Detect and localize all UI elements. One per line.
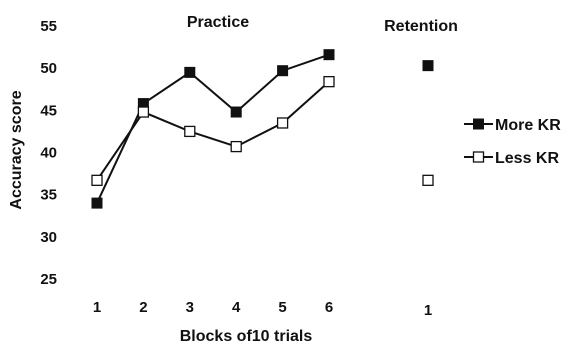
x-tick-label-practice: 6 [325,299,333,316]
retention-point [422,174,434,186]
x-tick-label-practice: 3 [186,299,194,316]
x-tick-label-practice: 5 [278,299,286,316]
practice-point [184,66,196,78]
practice-point [323,76,335,88]
legend-item: Less KR [464,150,559,167]
practice-point [91,174,103,186]
legend-marker [472,151,485,163]
y-tick-label: 45 [40,102,57,119]
practice-point [323,49,335,61]
practice-point [276,117,289,129]
x-tick-label-practice: 4 [232,299,241,316]
legend-label: Less KR [495,150,559,167]
practice-point [91,197,103,209]
practice-point [137,106,150,118]
practice-point [184,125,196,138]
y-axis-ticks: 55 50 45 40 35 30 25 [40,18,57,288]
series-line [96,53,330,204]
x-axis-title: Blocks of10 trials [180,328,313,345]
retention-panel-title: Retention [384,18,458,35]
y-tick-label: 50 [40,60,57,77]
y-tick-label: 30 [40,229,57,246]
series-filled-squares [91,49,434,209]
y-tick-label: 40 [40,145,57,162]
y-axis-title: Accuracy score [8,90,25,209]
y-tick-label: 35 [40,187,57,204]
y-tick-label: 55 [40,18,57,35]
y-tick-label: 25 [40,271,57,288]
series-open-squares [91,76,434,186]
series-layer [91,49,434,209]
legend: More KR Less KR [464,117,561,167]
x-tick-label-practice: 1 [93,299,101,316]
x-tick-label-retention: 1 [424,302,432,319]
x-axis-ticks: 1 2 3 4 5 6 1 [93,299,432,319]
legend-marker [473,118,484,130]
practice-point [277,65,289,77]
practice-point [230,106,242,118]
x-tick-label-practice: 2 [139,299,147,316]
retention-point [422,60,434,72]
series-line [96,80,330,181]
legend-item: More KR [464,117,561,134]
practice-panel-title: Practice [187,14,249,31]
practice-point [230,140,242,153]
legend-label: More KR [495,117,561,134]
